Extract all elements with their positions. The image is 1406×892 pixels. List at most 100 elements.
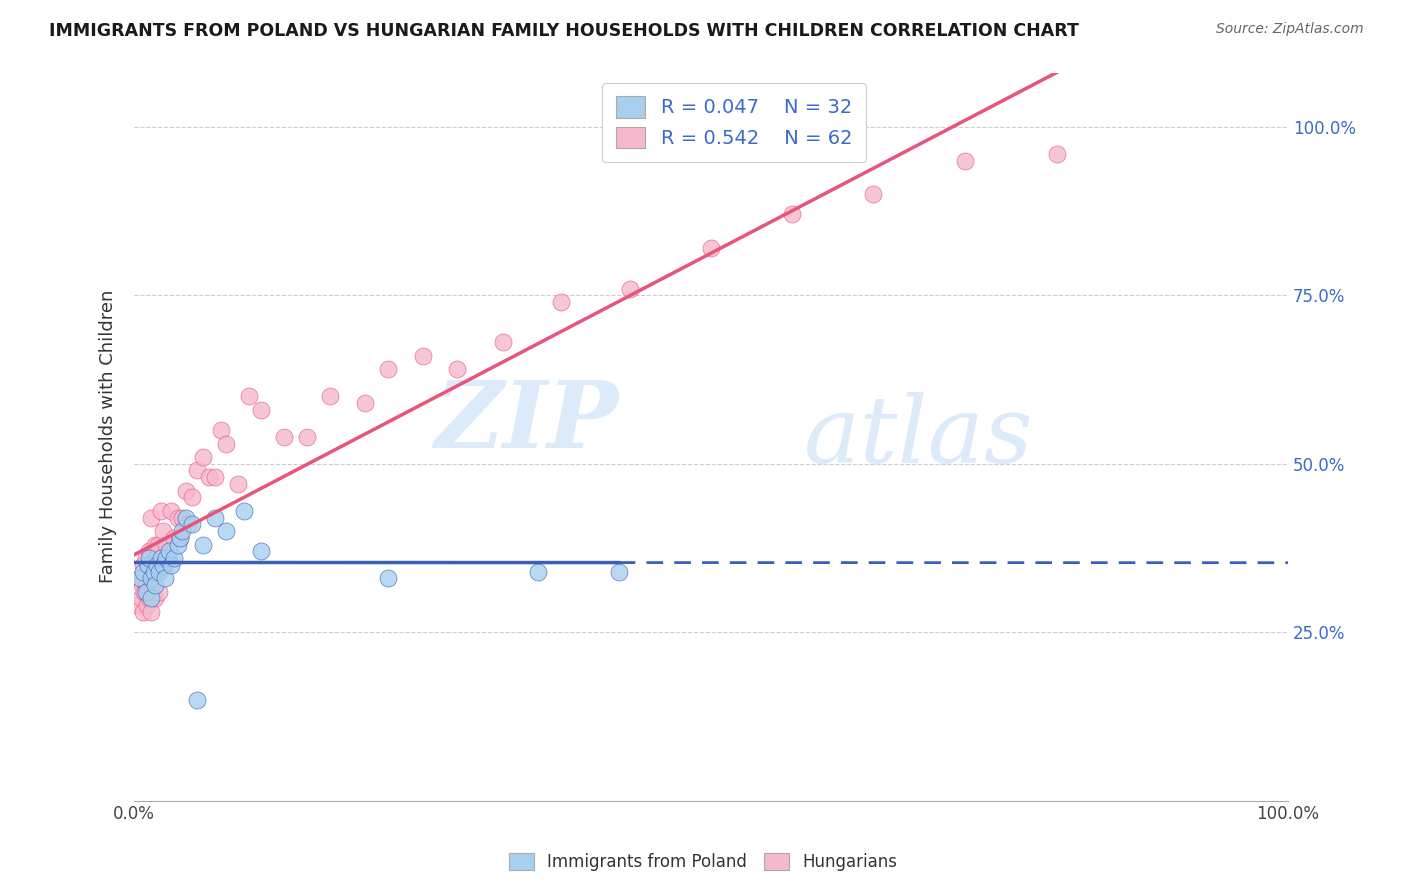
Y-axis label: Family Households with Children: Family Households with Children <box>100 290 117 583</box>
Legend: R = 0.047    N = 32, R = 0.542    N = 62: R = 0.047 N = 32, R = 0.542 N = 62 <box>602 83 866 162</box>
Point <box>353 396 375 410</box>
Point <box>204 470 226 484</box>
Point <box>141 571 163 585</box>
Point <box>1046 146 1069 161</box>
Point <box>250 544 273 558</box>
Point <box>232 504 254 518</box>
Point <box>319 389 342 403</box>
Point <box>152 524 174 538</box>
Point <box>412 349 434 363</box>
Point <box>193 450 215 464</box>
Point <box>149 551 172 566</box>
Point <box>163 551 186 566</box>
Point <box>128 571 150 585</box>
Point <box>142 565 165 579</box>
Point <box>377 571 399 585</box>
Point <box>163 531 186 545</box>
Point <box>145 551 167 566</box>
Point <box>155 551 177 566</box>
Point <box>146 565 169 579</box>
Point <box>157 544 180 558</box>
Legend: Immigrants from Poland, Hungarians: Immigrants from Poland, Hungarians <box>501 845 905 880</box>
Point <box>204 510 226 524</box>
Point <box>174 510 197 524</box>
Point <box>215 524 238 538</box>
Point <box>172 524 194 538</box>
Point <box>193 538 215 552</box>
Point <box>135 551 157 566</box>
Point <box>780 207 803 221</box>
Point <box>138 551 160 566</box>
Point <box>619 282 641 296</box>
Point <box>295 430 318 444</box>
Point <box>128 571 150 585</box>
Point <box>550 295 572 310</box>
Point <box>169 531 191 545</box>
Point <box>155 538 177 552</box>
Point <box>157 551 180 566</box>
Point <box>153 571 176 585</box>
Point <box>174 483 197 498</box>
Point <box>273 430 295 444</box>
Point <box>139 571 162 585</box>
Text: IMMIGRANTS FROM POLAND VS HUNGARIAN FAMILY HOUSEHOLDS WITH CHILDREN CORRELATION : IMMIGRANTS FROM POLAND VS HUNGARIAN FAMI… <box>49 22 1078 40</box>
Point <box>152 558 174 572</box>
Point <box>527 565 550 579</box>
Point <box>135 584 157 599</box>
Point <box>167 538 190 552</box>
Point <box>215 436 238 450</box>
Point <box>167 510 190 524</box>
Point <box>143 578 166 592</box>
Point <box>226 477 249 491</box>
Point <box>148 538 170 552</box>
Point <box>134 584 156 599</box>
Text: ZIP: ZIP <box>434 377 619 467</box>
Point <box>446 362 468 376</box>
Text: Source: ZipAtlas.com: Source: ZipAtlas.com <box>1216 22 1364 37</box>
Point <box>607 565 630 579</box>
Point <box>198 470 221 484</box>
Point <box>141 510 163 524</box>
Point <box>143 591 166 606</box>
Point <box>127 599 149 613</box>
Point <box>169 531 191 545</box>
Point <box>953 153 976 168</box>
Point <box>149 504 172 518</box>
Point <box>377 362 399 376</box>
Point <box>141 591 163 606</box>
Point <box>148 584 170 599</box>
Point <box>186 463 208 477</box>
Point <box>172 510 194 524</box>
Point <box>141 605 163 619</box>
Point <box>180 517 202 532</box>
Point <box>136 558 159 572</box>
Point <box>177 517 200 532</box>
Text: atlas: atlas <box>803 392 1033 482</box>
Point <box>153 558 176 572</box>
Point <box>143 538 166 552</box>
Point <box>160 558 183 572</box>
Point <box>209 423 232 437</box>
Point <box>132 605 155 619</box>
Point <box>862 187 884 202</box>
Point <box>238 389 260 403</box>
Point <box>146 558 169 572</box>
Point <box>129 591 152 606</box>
Point <box>136 584 159 599</box>
Point <box>131 578 153 592</box>
Point <box>180 491 202 505</box>
Point <box>700 241 723 255</box>
Point <box>250 402 273 417</box>
Point <box>138 591 160 606</box>
Point <box>135 578 157 592</box>
Point <box>135 599 157 613</box>
Point <box>132 558 155 572</box>
Point <box>160 504 183 518</box>
Point <box>186 692 208 706</box>
Point <box>148 565 170 579</box>
Point <box>492 335 515 350</box>
Point <box>138 544 160 558</box>
Point <box>132 565 155 579</box>
Point <box>141 584 163 599</box>
Point <box>136 558 159 572</box>
